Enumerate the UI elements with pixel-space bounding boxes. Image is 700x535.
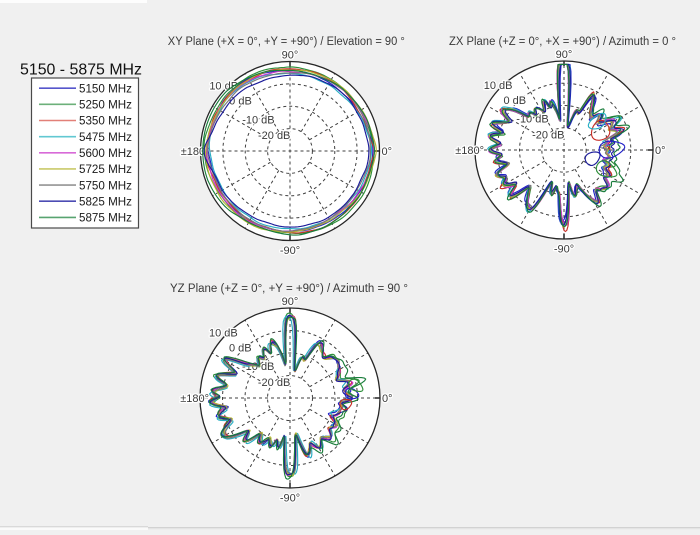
svg-text:-90°: -90° (554, 244, 574, 256)
svg-text:0 dB: 0 dB (503, 95, 526, 107)
svg-text:-20 dB: -20 dB (258, 377, 290, 389)
svg-text:0°: 0° (382, 393, 393, 405)
svg-text:5875 MHz: 5875 MHz (79, 211, 132, 225)
svg-text:YZ Plane (+Z = 0°, +Y = +90°): YZ Plane (+Z = 0°, +Y = +90°) / Azimuth … (170, 283, 408, 295)
svg-text:5475 MHz: 5475 MHz (79, 130, 132, 144)
svg-text:0°: 0° (382, 393, 393, 405)
svg-text:90°: 90° (556, 49, 573, 61)
svg-text:XY Plane (+X = 0°, +Y = +90°): XY Plane (+X = 0°, +Y = +90°) / Elevatio… (168, 36, 405, 48)
svg-text:-90°: -90° (280, 245, 300, 257)
svg-text:-20 dB: -20 dB (258, 130, 290, 142)
svg-text:±180°: ±180° (455, 145, 484, 157)
svg-text:10 dB: 10 dB (209, 327, 238, 339)
svg-text:±180°: ±180° (455, 145, 484, 157)
svg-text:5825 MHz: 5825 MHz (79, 194, 132, 208)
svg-text:-20 dB: -20 dB (258, 377, 290, 389)
svg-text:5250 MHz: 5250 MHz (79, 98, 132, 112)
svg-text:-90°: -90° (280, 493, 300, 505)
svg-text:ZX Plane (+Z = 0°, +X = +90°): ZX Plane (+Z = 0°, +X = +90°) / Azimuth … (449, 36, 676, 48)
svg-text:5150 - 5875 MHz: 5150 - 5875 MHz (20, 62, 142, 79)
svg-text:-90°: -90° (280, 493, 300, 505)
svg-text:-10 dB: -10 dB (242, 114, 274, 126)
svg-text:5150 MHz: 5150 MHz (79, 81, 132, 95)
svg-text:90°: 90° (282, 50, 299, 62)
svg-text:0 dB: 0 dB (503, 95, 526, 107)
svg-text:5350 MHz: 5350 MHz (79, 114, 132, 128)
svg-text:-10 dB: -10 dB (516, 114, 548, 126)
svg-text:10 dB: 10 dB (484, 80, 513, 92)
svg-text:-10 dB: -10 dB (242, 114, 274, 126)
svg-text:10 dB: 10 dB (209, 327, 238, 339)
svg-text:0°: 0° (382, 146, 393, 158)
svg-text:-90°: -90° (280, 245, 300, 257)
svg-text:90°: 90° (282, 50, 299, 62)
svg-text:±180°: ±180° (180, 393, 209, 405)
svg-text:90°: 90° (282, 296, 299, 308)
svg-text:0 dB: 0 dB (229, 96, 252, 108)
svg-text:5600 MHz: 5600 MHz (79, 146, 132, 160)
svg-text:90°: 90° (556, 49, 573, 61)
svg-text:-90°: -90° (554, 244, 574, 256)
svg-text:10 dB: 10 dB (209, 81, 238, 93)
svg-text:0 dB: 0 dB (229, 342, 252, 354)
svg-text:-20 dB: -20 dB (258, 130, 290, 142)
svg-text:0°: 0° (655, 145, 666, 157)
svg-text:-20 dB: -20 dB (532, 129, 564, 141)
svg-text:90°: 90° (282, 296, 299, 308)
svg-text:5750 MHz: 5750 MHz (79, 178, 132, 192)
svg-text:0 dB: 0 dB (229, 342, 252, 354)
svg-text:±180°: ±180° (180, 393, 209, 405)
svg-text:-20 dB: -20 dB (532, 129, 564, 141)
svg-text:0°: 0° (655, 145, 666, 157)
svg-text:5725 MHz: 5725 MHz (79, 162, 132, 176)
svg-text:10 dB: 10 dB (484, 80, 513, 92)
svg-text:0°: 0° (382, 146, 393, 158)
